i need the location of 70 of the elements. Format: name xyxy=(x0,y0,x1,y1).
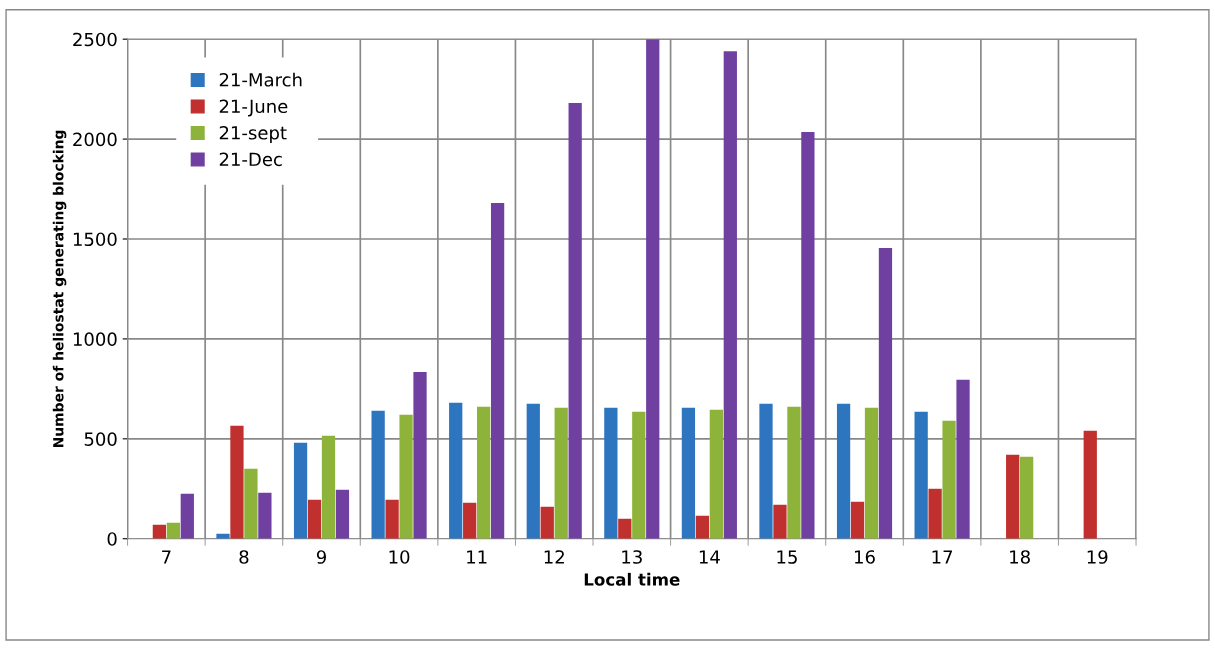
x-axis-title: Local time xyxy=(584,572,680,586)
bar xyxy=(956,379,970,539)
y-tick-label: 1000 xyxy=(73,332,117,347)
bar xyxy=(449,402,463,539)
bar xyxy=(335,489,350,539)
legend-label: 21-sept xyxy=(219,125,287,144)
bar xyxy=(293,442,308,539)
bar xyxy=(554,407,568,539)
legend-label: 21-Dec xyxy=(219,152,282,167)
bar xyxy=(801,132,815,539)
bar xyxy=(850,501,865,539)
x-tick-label: 15 xyxy=(777,550,797,564)
bar xyxy=(646,39,660,539)
bar xyxy=(385,499,399,539)
legend-label: 21-March xyxy=(219,72,302,87)
bar xyxy=(1006,454,1020,539)
bar xyxy=(787,406,801,539)
x-tick-label: 14 xyxy=(699,550,720,564)
bar xyxy=(618,518,632,539)
bar xyxy=(681,407,696,539)
bar xyxy=(878,247,893,539)
bar xyxy=(773,504,787,539)
bar xyxy=(399,414,413,539)
bar xyxy=(230,425,244,539)
bar xyxy=(540,506,554,539)
y-axis-title: Number of heliostat generating blocking xyxy=(52,130,67,448)
y-tick-label: 0 xyxy=(107,532,117,546)
bar xyxy=(709,409,723,539)
bar xyxy=(695,515,710,539)
bar xyxy=(477,406,491,539)
x-tick-label: 19 xyxy=(1087,550,1108,564)
x-tick-label: 12 xyxy=(544,550,564,564)
y-tick-label: 500 xyxy=(84,432,117,446)
x-tick-label: 10 xyxy=(389,550,410,564)
x-tick-label: 9 xyxy=(316,550,326,564)
x-tick-label: 18 xyxy=(1010,550,1030,564)
x-tick-label: 8 xyxy=(239,550,249,564)
x-tick-label: 13 xyxy=(622,550,642,564)
bar xyxy=(321,435,336,539)
bar xyxy=(632,411,646,539)
bar xyxy=(244,468,258,539)
bar xyxy=(759,403,773,539)
bar xyxy=(490,203,505,539)
bar xyxy=(1020,456,1034,539)
x-tick-label: 7 xyxy=(162,550,171,564)
y-tick-label: 2000 xyxy=(73,132,117,147)
bar xyxy=(371,410,385,539)
bar xyxy=(166,522,180,539)
bar xyxy=(258,492,272,539)
y-tick-label: 2500 xyxy=(73,32,117,47)
bar xyxy=(604,407,618,539)
bar xyxy=(463,502,477,539)
bar xyxy=(1083,430,1097,539)
bar xyxy=(723,51,737,539)
bar xyxy=(942,420,956,539)
bar xyxy=(928,488,942,539)
bar xyxy=(864,407,879,539)
x-tick-label: 16 xyxy=(855,550,875,564)
bar xyxy=(914,411,928,539)
bar xyxy=(568,103,582,539)
bar xyxy=(307,499,322,539)
x-tick-label: 11 xyxy=(467,550,487,564)
bar xyxy=(152,524,167,539)
bar xyxy=(180,493,194,539)
bar xyxy=(526,403,540,539)
y-tick-label: 1500 xyxy=(73,232,117,247)
x-tick-label: 17 xyxy=(932,550,953,564)
bar xyxy=(836,403,851,539)
legend-label: 21-June xyxy=(219,99,288,117)
bar xyxy=(413,371,427,539)
